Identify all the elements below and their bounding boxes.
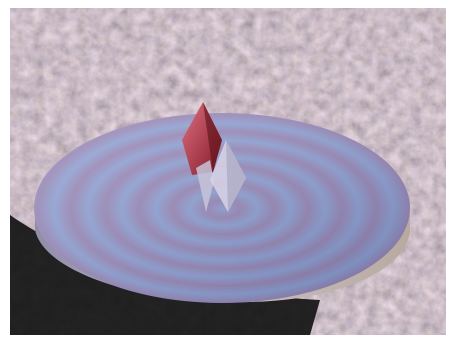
shadow: [10, 215, 320, 335]
clear-crystal: [196, 160, 214, 212]
red-crystal-side: [203, 102, 222, 172]
clear-crystal-side: [226, 140, 246, 212]
scene: [10, 8, 446, 335]
disc-shade: [34, 113, 410, 303]
